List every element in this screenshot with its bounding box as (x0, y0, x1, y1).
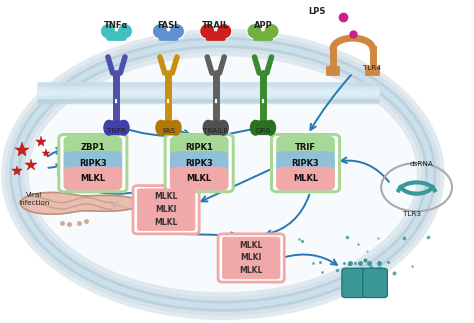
FancyBboxPatch shape (37, 82, 380, 103)
Text: MLKI: MLKI (240, 254, 262, 263)
FancyBboxPatch shape (277, 137, 334, 158)
FancyBboxPatch shape (171, 152, 228, 174)
Ellipse shape (118, 120, 130, 136)
Text: TLR3: TLR3 (403, 211, 421, 217)
Text: mtDNA/RNA: mtDNA/RNA (57, 171, 100, 177)
FancyBboxPatch shape (207, 120, 225, 135)
Text: FAS: FAS (162, 128, 175, 134)
Text: MLKL: MLKL (187, 174, 212, 183)
FancyBboxPatch shape (107, 31, 127, 41)
Ellipse shape (118, 24, 133, 39)
FancyBboxPatch shape (171, 137, 228, 158)
Text: DR6: DR6 (255, 128, 271, 134)
Ellipse shape (200, 24, 215, 39)
FancyBboxPatch shape (159, 120, 177, 135)
Ellipse shape (170, 120, 182, 136)
FancyBboxPatch shape (37, 89, 380, 96)
Text: FASL: FASL (157, 21, 180, 30)
Text: MLKL: MLKL (80, 174, 105, 183)
Text: RIPK3: RIPK3 (79, 159, 107, 168)
Text: RIPK3: RIPK3 (185, 159, 213, 168)
Text: MLKL: MLKL (155, 218, 178, 227)
FancyBboxPatch shape (222, 263, 280, 279)
FancyBboxPatch shape (137, 189, 195, 205)
Ellipse shape (169, 24, 184, 39)
Ellipse shape (202, 120, 214, 136)
Text: RIPK3: RIPK3 (292, 159, 319, 168)
FancyBboxPatch shape (342, 268, 366, 297)
FancyBboxPatch shape (277, 152, 334, 174)
FancyBboxPatch shape (165, 134, 233, 192)
Polygon shape (21, 193, 141, 214)
Ellipse shape (153, 24, 167, 39)
Text: LPS: LPS (309, 6, 326, 16)
Text: dsRNA: dsRNA (410, 161, 433, 167)
FancyBboxPatch shape (253, 31, 273, 41)
FancyBboxPatch shape (133, 186, 199, 234)
Text: APP: APP (254, 21, 273, 30)
Text: TNFR: TNFR (107, 128, 126, 134)
Ellipse shape (250, 120, 261, 136)
FancyBboxPatch shape (254, 120, 272, 135)
FancyBboxPatch shape (218, 234, 284, 282)
FancyBboxPatch shape (222, 250, 280, 266)
Ellipse shape (217, 24, 232, 39)
Text: MLKI: MLKI (155, 205, 177, 214)
Ellipse shape (27, 53, 418, 296)
Ellipse shape (218, 120, 229, 136)
Ellipse shape (265, 120, 276, 136)
FancyBboxPatch shape (137, 214, 195, 231)
Ellipse shape (247, 24, 262, 39)
FancyBboxPatch shape (59, 134, 127, 192)
FancyBboxPatch shape (65, 168, 121, 189)
FancyBboxPatch shape (137, 202, 195, 218)
Text: TRAIL: TRAIL (202, 21, 229, 30)
FancyBboxPatch shape (171, 168, 228, 189)
FancyBboxPatch shape (206, 31, 226, 41)
Text: RIPK1: RIPK1 (185, 143, 213, 152)
Text: MLKL: MLKL (155, 193, 178, 201)
FancyBboxPatch shape (37, 87, 380, 99)
Text: TRAILR: TRAILR (203, 128, 228, 134)
Ellipse shape (103, 120, 115, 136)
Text: MLKL: MLKL (239, 241, 263, 250)
FancyBboxPatch shape (37, 99, 380, 104)
FancyBboxPatch shape (363, 268, 387, 297)
FancyBboxPatch shape (222, 237, 280, 253)
FancyBboxPatch shape (158, 31, 178, 41)
Text: MLKL: MLKL (239, 266, 263, 275)
Text: MLKL: MLKL (293, 174, 318, 183)
FancyBboxPatch shape (108, 120, 126, 135)
FancyBboxPatch shape (272, 134, 339, 192)
Text: TRIF: TRIF (295, 143, 316, 152)
Text: Viral
Infection: Viral Infection (18, 192, 49, 205)
Text: TLR4: TLR4 (363, 65, 381, 71)
Text: ZBP1: ZBP1 (81, 143, 105, 152)
Ellipse shape (264, 24, 279, 39)
FancyBboxPatch shape (65, 152, 121, 174)
Text: TNFα: TNFα (104, 21, 128, 30)
FancyBboxPatch shape (277, 168, 334, 189)
FancyBboxPatch shape (65, 137, 121, 158)
Ellipse shape (100, 24, 116, 39)
Ellipse shape (155, 120, 166, 136)
